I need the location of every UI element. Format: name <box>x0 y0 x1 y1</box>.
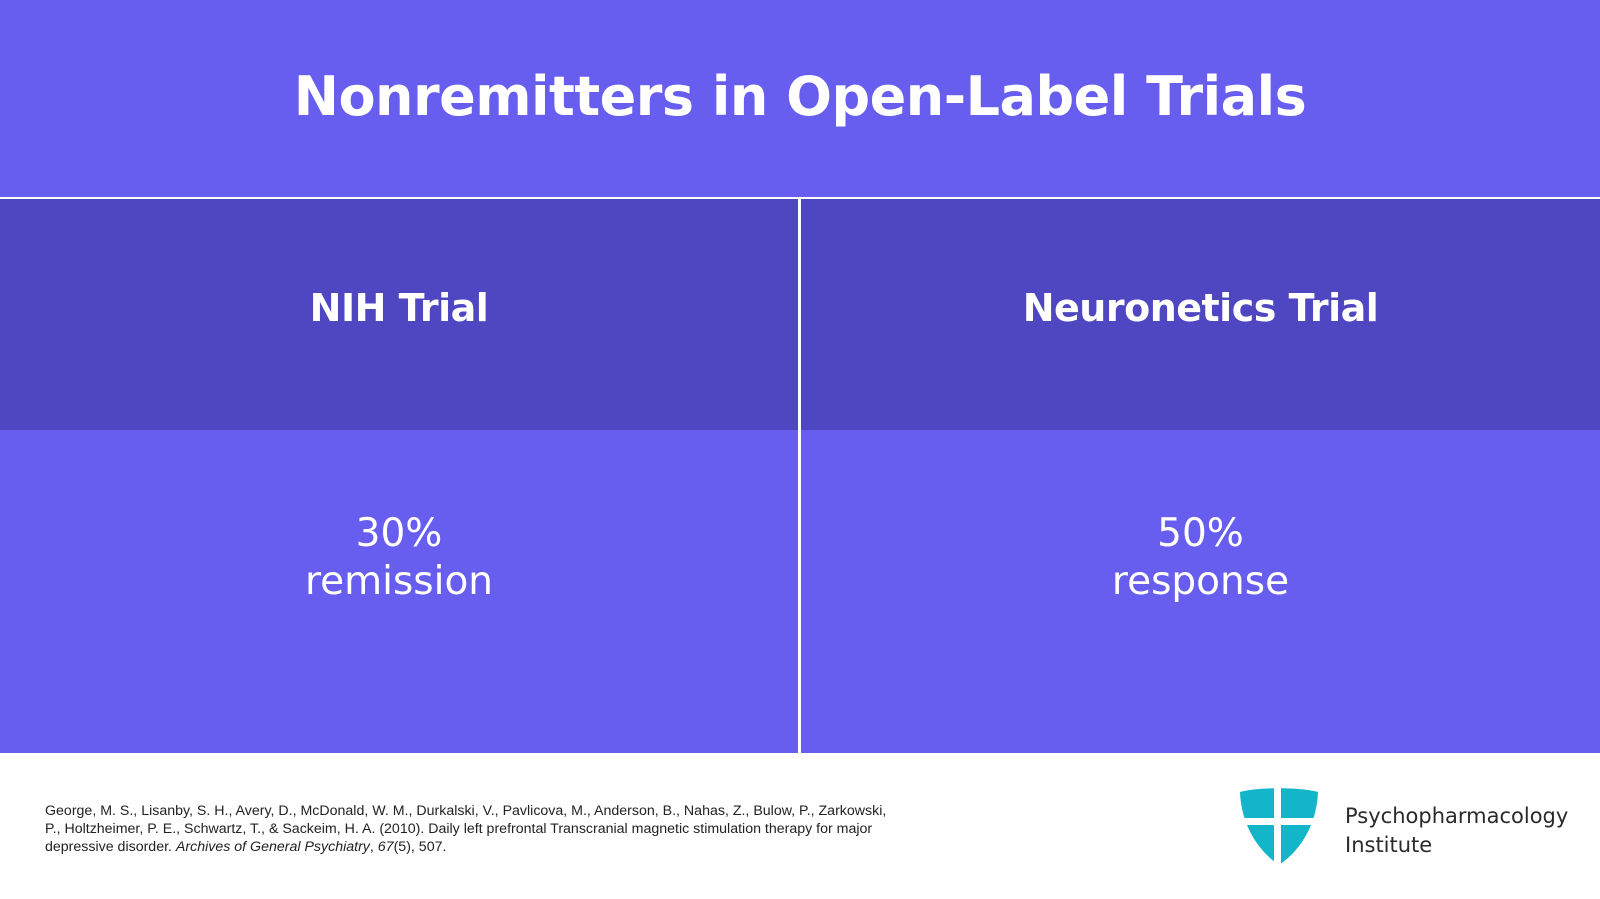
citation-journal: Archives of General Psychiatry <box>175 839 370 855</box>
column-divider <box>798 199 801 753</box>
citation-volume: 67 <box>377 839 394 855</box>
cell-value-measure: response <box>1111 559 1290 604</box>
column-cell: 30% remission <box>0 430 798 753</box>
slide-title: Nonremitters in Open-Label Trials <box>293 65 1307 128</box>
cell-value: 50% response <box>801 510 1600 606</box>
citation-authors: George, M. S., Lisanby, S. H., Avery, D.… <box>45 803 887 855</box>
brand-name: Psychopharmacology Institute <box>1345 802 1568 860</box>
table-column-neuronetics: Neuronetics Trial 50% response <box>801 199 1600 753</box>
column-header-label: Neuronetics Trial <box>1022 285 1379 330</box>
citation-pages: (5), 507. <box>393 839 447 855</box>
column-cell: 50% response <box>801 430 1600 753</box>
brand-line-1: Psychopharmacology <box>1345 804 1569 828</box>
cell-value-measure: remission <box>304 559 494 604</box>
header-divider <box>0 197 1600 199</box>
column-header-label: NIH Trial <box>309 285 489 330</box>
slide-header: Nonremitters in Open-Label Trials <box>0 0 1600 197</box>
cell-value-percent: 50% <box>1157 511 1244 556</box>
column-header: Neuronetics Trial <box>801 199 1600 430</box>
shield-cross-icon <box>1238 788 1320 866</box>
brand-line-2: Institute <box>1345 833 1433 857</box>
citation: George, M. S., Lisanby, S. H., Avery, D.… <box>45 802 895 856</box>
comparison-table: NIH Trial 30% remission Neuronetics Tria… <box>0 199 1600 753</box>
cell-value-percent: 30% <box>355 511 443 556</box>
citation-sep: , <box>369 839 378 855</box>
table-column-nih: NIH Trial 30% remission <box>0 199 798 753</box>
cell-value: 30% remission <box>0 510 798 606</box>
column-header: NIH Trial <box>0 199 798 430</box>
